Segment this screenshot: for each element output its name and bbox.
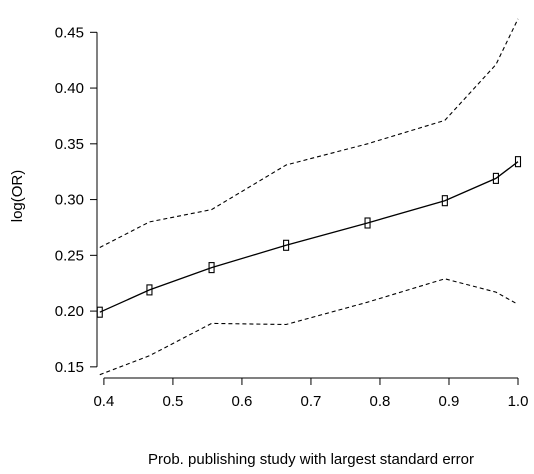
data-point-marker <box>514 156 522 168</box>
data-point-marker <box>492 172 499 184</box>
y-tick-label: 0.40 <box>55 80 84 97</box>
x-tick-label: 0.4 <box>93 393 114 410</box>
axes: 0.4 0.5 0.6 0.7 0.8 0.9 1.0 0.15 0.20 0.25 0.30 0.3… <box>55 24 529 410</box>
upper-bound-line <box>99 18 519 248</box>
y-tick-label: 0.25 <box>55 247 84 264</box>
data-point-marker <box>441 195 448 207</box>
lower-bound-line <box>99 278 519 376</box>
x-tick-label: 0.7 <box>301 393 322 410</box>
y-tick-label: 0.35 <box>55 136 84 153</box>
data-point-marker <box>364 217 371 229</box>
data-point-marker <box>96 306 103 318</box>
data-point-marker <box>208 262 215 274</box>
estimate-line <box>99 161 519 313</box>
data-point-marker <box>283 239 290 251</box>
y-tick-label: 0.20 <box>55 303 84 320</box>
y-axis-title: log(OR) <box>9 170 26 223</box>
y-tick-label: 0.30 <box>55 192 84 209</box>
x-axis-title: Prob. publishing study with largest stan… <box>148 451 474 468</box>
x-tick-label: 0.5 <box>162 393 183 410</box>
y-tick-label: 0.45 <box>55 24 84 41</box>
series-layer <box>96 18 522 376</box>
x-tick-label: 1.0 <box>508 393 529 410</box>
x-tick-label: 0.6 <box>232 393 253 410</box>
data-point-marker <box>146 284 153 296</box>
y-tick-label: 0.15 <box>55 359 84 376</box>
x-tick-label: 0.9 <box>439 393 460 410</box>
x-tick-label: 0.8 <box>370 393 391 410</box>
